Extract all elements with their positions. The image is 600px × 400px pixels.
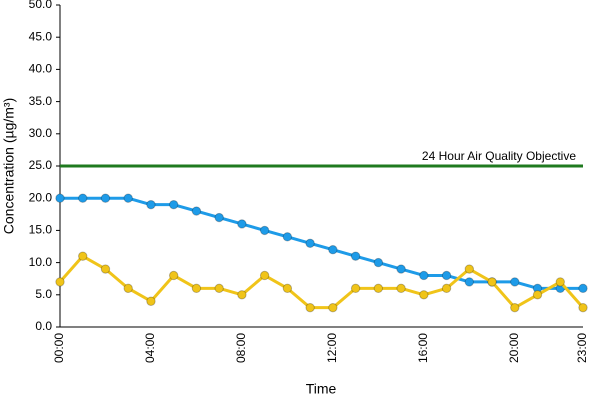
y-tick-label: 25.0 [29,158,53,172]
data-point [146,296,156,306]
x-tick-label: 00:00 [52,333,66,363]
data-point [305,238,315,248]
data-point [123,193,133,203]
series-line [60,196,583,290]
data-point [100,264,111,274]
reference-label: 24 Hour Air Quality Objective [422,149,576,163]
data-point [259,270,270,281]
data-point [237,290,247,300]
y-tick-label: 30.0 [29,126,53,140]
data-point [350,283,361,294]
data-point [282,283,293,294]
data-point [214,212,224,223]
data-point [396,264,406,274]
y-tick-label: 0.0 [35,319,52,333]
data-point [555,277,565,287]
data-point [350,251,361,261]
data-point [578,302,588,313]
y-tick-label: 10.0 [29,255,53,269]
x-tick-label: 23:00 [575,333,589,363]
data-point [464,277,475,287]
data-point [78,251,88,261]
x-axis-label: Time [306,381,337,397]
data-point [373,283,384,294]
data-point [237,219,247,229]
data-point [259,225,270,236]
data-point [328,245,338,255]
data-point [441,270,452,281]
data-point [464,264,475,274]
data-point [123,283,133,294]
y-axis-label: Concentration (µg/m³) [1,98,17,234]
y-tick-label: 40.0 [29,62,53,76]
x-tick-label: 12:00 [325,333,339,363]
series-line [58,254,585,310]
data-point [55,277,65,287]
data-point [191,206,202,216]
data-point [532,290,543,300]
data-point [396,283,406,294]
x-tick-label: 16:00 [416,333,430,363]
data-point [168,270,179,281]
data-point [55,193,65,203]
y-tick-label: 35.0 [29,94,53,108]
data-point [510,302,520,313]
data-point [168,199,179,210]
data-point [214,283,224,294]
data-point [78,193,88,203]
x-tick-label: 04:00 [143,333,157,363]
y-tick-label: 45.0 [29,29,53,43]
data-point [100,193,111,203]
data-point [419,290,429,300]
data-point [373,257,384,268]
data-point [191,283,202,294]
y-tick-label: 50.0 [29,0,53,11]
data-point [328,302,338,313]
data-point [510,277,520,287]
data-point [305,302,315,313]
data-point [578,283,588,294]
data-point [487,277,497,287]
y-tick-label: 5.0 [35,287,52,301]
data-point [146,199,156,210]
y-tick-label: 20.0 [29,190,53,204]
y-tick-label: 15.0 [29,223,53,237]
x-tick-label: 20:00 [507,333,521,363]
data-point [282,232,293,242]
data-point [441,283,452,294]
x-tick-label: 08:00 [234,333,248,363]
data-point [419,270,429,281]
